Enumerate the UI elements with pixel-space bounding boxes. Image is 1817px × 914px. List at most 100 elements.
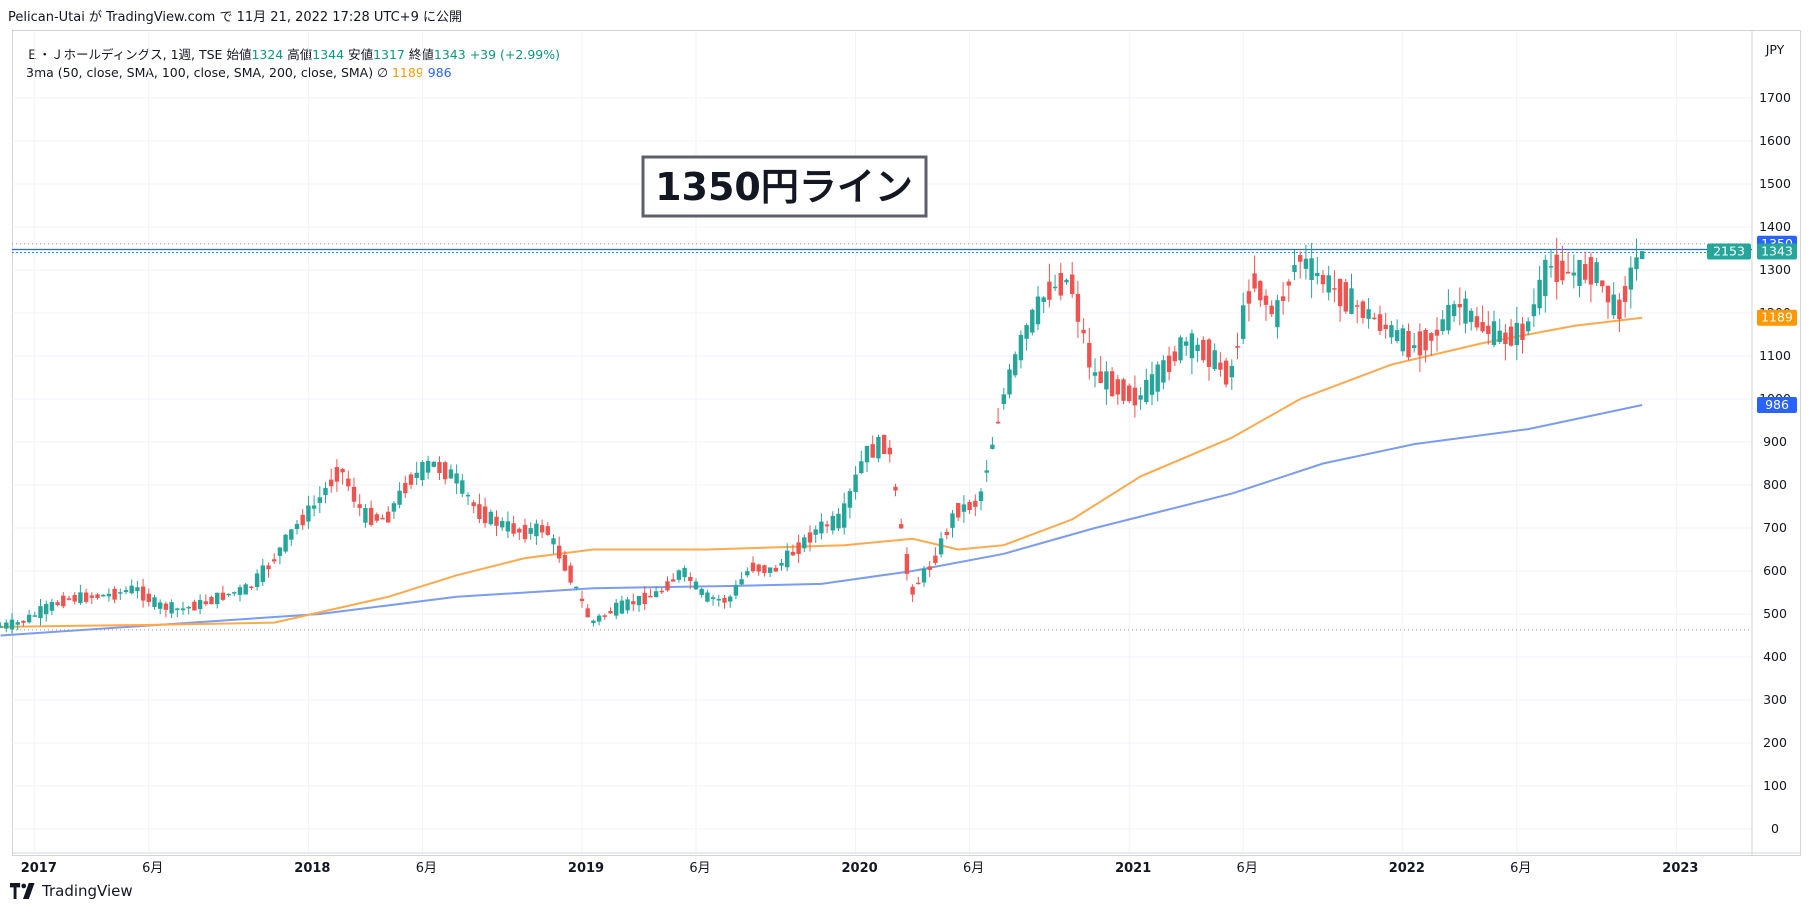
candle-body [1360,301,1366,318]
candle-body [1372,317,1377,320]
candle-body [762,565,767,573]
candle-body [1018,334,1024,361]
candle-body [1594,262,1599,283]
candle-body [591,620,596,624]
candle-body [1531,304,1537,317]
open-value: 1324 [251,47,284,62]
sma200-line [0,404,1643,637]
candle-body [1337,278,1343,307]
ma-title[interactable]: 3ma (50, close, SMA, 100, close, SMA, 20… [26,65,374,80]
x-tick-label: 6月 [416,861,437,876]
x-tick-label: 2019 [568,861,604,876]
candle-body [500,521,505,528]
y-tick-label: 1600 [1759,133,1791,148]
candle-body [1457,304,1462,308]
sma100-line [0,316,1643,628]
candle-body [978,491,984,502]
candle-body [1605,285,1611,303]
low-value: 1317 [373,47,405,62]
ma100-value: 1189 [391,65,424,80]
candle-body [636,595,642,606]
candle-body [1628,267,1633,290]
candle-body [306,505,311,522]
candle-body [1526,321,1531,332]
candle-body [169,602,174,614]
candle-body [1161,360,1166,383]
candle-body [1514,322,1519,346]
candle-body [528,528,533,534]
badge-countdown-bg [1707,243,1751,260]
candle-body [129,585,134,594]
candle-body [813,529,818,535]
candle-body [44,603,49,615]
candle-body [1052,286,1058,289]
candle-body [1092,372,1098,376]
candle-body [648,595,653,598]
candle-body [1275,300,1280,328]
candle-body [311,505,317,509]
candle-body [152,597,157,607]
candle-body [197,599,203,610]
candle-body [899,524,904,529]
candle-body [1315,272,1320,277]
candle-body [767,567,773,573]
candle-body [716,598,721,601]
y-tick-label: 500 [1763,606,1787,621]
candle-body [562,554,568,571]
candle-body [277,547,283,556]
candle-body [693,581,699,590]
candle-body [534,523,539,537]
candle-body [101,594,106,597]
candle-body [448,469,454,479]
candle-body [1622,285,1628,302]
candle-body [1258,280,1263,301]
ma-legend: 3ma (50, close, SMA, 100, close, SMA, 20… [26,65,452,80]
candle-body [984,470,989,473]
candle-body [209,597,214,605]
candle-body [1571,272,1576,276]
candle-body [123,590,129,593]
candle-body [699,588,704,595]
y-tick-label: 600 [1763,563,1787,578]
candle-body [1429,333,1434,341]
y-tick-label: 1500 [1759,176,1791,191]
candle-body [659,590,664,593]
annotation-text: 1350円ライン [655,165,913,209]
candle-body [420,462,425,481]
candle-body [1075,294,1081,322]
candle-body [1178,337,1183,361]
candle-body [32,615,37,617]
candle-body [967,501,972,511]
candle-body [853,474,858,492]
candle-body [477,504,482,519]
candle-body [864,445,870,463]
x-tick-label: 2021 [1115,861,1151,876]
candle-body [847,491,853,508]
candle-body [1246,291,1252,304]
candle-body [927,566,932,570]
badge-ma100-bg [1757,309,1797,326]
candle-body [1212,350,1217,370]
candle-body [232,592,237,594]
x-tick-label: 6月 [1510,861,1531,876]
candle-body [745,571,750,576]
candle-body [1332,288,1337,290]
footer-brand: TradingView [42,882,133,900]
candle-body [243,584,248,595]
candle-body [300,514,305,526]
y-tick-label: 1100 [1759,348,1791,363]
currency-label: JPY [1765,42,1785,57]
candle-body [72,595,77,602]
candle-body [688,577,693,581]
candle-body [1292,265,1297,272]
ma200-value: 986 [427,65,452,80]
candle-body [557,545,562,559]
symbol-label[interactable]: Ｅ・Ｊホールディングス, 1週, TSE [26,47,223,62]
candle-body [283,534,288,552]
candle-body [585,608,590,618]
x-tick-label: 2018 [294,861,330,876]
candle-body [266,565,271,570]
candle-body [1480,322,1485,332]
candle-body [665,581,670,591]
